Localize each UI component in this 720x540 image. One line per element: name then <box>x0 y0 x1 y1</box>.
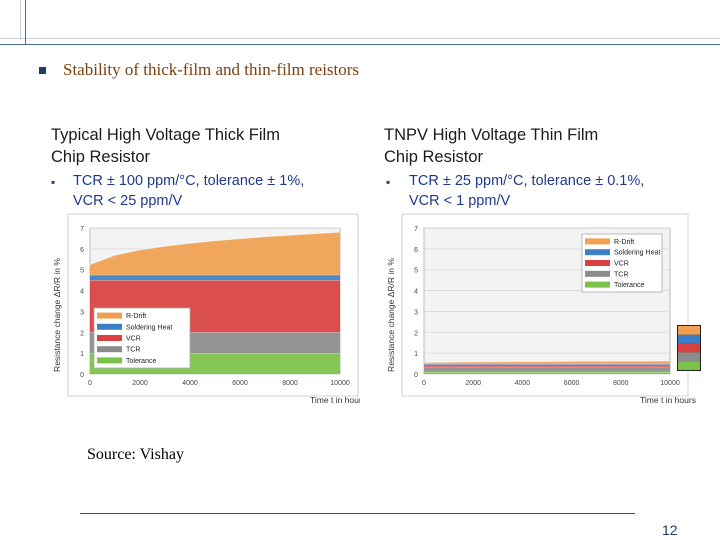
x-tick-label: 6000 <box>564 380 580 387</box>
x-tick-label: 10000 <box>660 380 680 387</box>
x-tick-label: 2000 <box>465 380 481 387</box>
page-number: 12 <box>662 522 678 538</box>
y-tick-label: 2 <box>80 330 84 337</box>
y-tick-label: 4 <box>80 289 84 296</box>
y-tick-label: 1 <box>80 351 84 358</box>
slide-heading: Stability of thick-film and thin-film re… <box>63 60 360 79</box>
x-tick-label: 0 <box>88 380 92 387</box>
area-r-drift <box>90 232 340 275</box>
legend-label-tcr: TCR <box>126 347 140 354</box>
legend-swatch-soldering-heat <box>97 323 122 330</box>
legend-label-tolerance: Tolerance <box>614 282 644 289</box>
area-edge-r-drift <box>89 231 341 265</box>
y-tick-label: 3 <box>414 309 418 316</box>
y-tick-label: 6 <box>80 247 84 254</box>
y-tick-label: 5 <box>80 268 84 275</box>
legend-label-vcr: VCR <box>126 336 141 343</box>
legend-label-r-drift: R-Drift <box>126 313 146 320</box>
right-panel-title-line2: Chip Resistor <box>384 148 484 166</box>
legend-label-vcr: VCR <box>614 261 629 268</box>
legend-swatch-tcr <box>97 346 122 353</box>
left-rule <box>25 0 26 45</box>
legend-label-tcr: TCR <box>614 271 628 278</box>
right-spec-line2: VCR < 1 ppm/V <box>409 193 511 209</box>
thin-film-stability-chart: 0 1 2 3 4 5 6 7 0 2000 4000 6000 8000 10000 Time t in … <box>386 213 701 405</box>
x-tick-label: 4000 <box>515 380 531 387</box>
heading-bullet <box>39 67 46 74</box>
y-tick-label: 2 <box>414 330 418 337</box>
x-axis-label: Time t in hours <box>640 395 696 405</box>
x-tick-label: 6000 <box>232 380 248 387</box>
source-note: Source: Vishay <box>87 446 184 463</box>
y-tick-label: 5 <box>414 268 418 275</box>
right-panel-title-line1: TNPV High Voltage Thin Film <box>384 126 599 144</box>
x-tick-label: 2000 <box>132 380 148 387</box>
side-stack-segment <box>678 361 700 370</box>
left-panel-title-line2: Chip Resistor <box>51 148 151 166</box>
area-tcr <box>424 366 670 372</box>
footer-rule <box>80 513 635 514</box>
legend-swatch-tolerance <box>585 281 610 288</box>
x-axis-label: Time t in hours <box>310 395 360 405</box>
y-axis-label: Resistance change ΔR/R in % <box>386 258 396 372</box>
y-tick-label: 7 <box>414 226 418 233</box>
y-tick-label: 0 <box>80 372 84 379</box>
y-tick-label: 7 <box>80 226 84 233</box>
y-tick-label: 1 <box>414 351 418 358</box>
legend-label-tolerance: Tolerance <box>126 358 156 365</box>
legend-swatch-tolerance <box>97 357 122 364</box>
x-tick-label: 0 <box>422 380 426 387</box>
left-rule-faint <box>20 0 21 40</box>
x-tick-label: 8000 <box>282 380 298 387</box>
x-tick-label: 4000 <box>182 380 198 387</box>
area-edge-r-drift <box>423 360 671 364</box>
legend-swatch-r-drift <box>585 238 610 245</box>
legend-label-soldering-heat: Soldering Heat <box>126 324 172 331</box>
area-soldering-heat <box>90 274 340 281</box>
y-tick-label: 6 <box>414 247 418 254</box>
y-tick-label: 0 <box>414 372 418 379</box>
legend-swatch-vcr <box>97 335 122 341</box>
area-tolerance <box>424 371 670 374</box>
top-rule-faint <box>0 38 720 39</box>
x-tick-label: 10000 <box>330 380 350 387</box>
top-rule <box>0 44 720 45</box>
left-spec-line2: VCR < 25 ppm/V <box>73 193 183 209</box>
legend-swatch-tcr <box>585 270 610 277</box>
legend-label-r-drift: R-Drift <box>614 239 634 246</box>
area-vcr <box>424 364 670 367</box>
x-tick-label: 8000 <box>613 380 629 387</box>
legend-swatch-r-drift <box>97 312 122 319</box>
side-stack-segment <box>678 352 700 362</box>
legend-swatch-vcr <box>585 260 610 266</box>
left-spec-bullet: ▪ <box>51 175 56 189</box>
thick-film-stability-chart: 0 1 2 3 4 5 6 7 0 2000 4000 6000 8000 10000 Time t in … <box>52 213 360 405</box>
side-stack-segment <box>678 326 700 335</box>
right-spec-line1: TCR ± 25 ppm/°C, tolerance ± 0.1%, <box>409 173 645 189</box>
y-tick-label: 4 <box>414 289 418 296</box>
left-spec-line1: TCR ± 100 ppm/°C, tolerance ± 1%, <box>73 173 305 189</box>
y-tick-label: 3 <box>80 309 84 316</box>
left-panel-title-line1: Typical High Voltage Thick Film <box>51 126 280 144</box>
side-stack-segment <box>678 343 700 353</box>
side-stack-segment <box>678 334 700 344</box>
y-axis-label: Resistance change ΔR/R in % <box>52 258 62 372</box>
legend-swatch-soldering-heat <box>585 249 610 256</box>
legend-label-soldering-heat: Soldering Heat <box>614 250 660 257</box>
right-spec-bullet: ▪ <box>386 175 391 189</box>
